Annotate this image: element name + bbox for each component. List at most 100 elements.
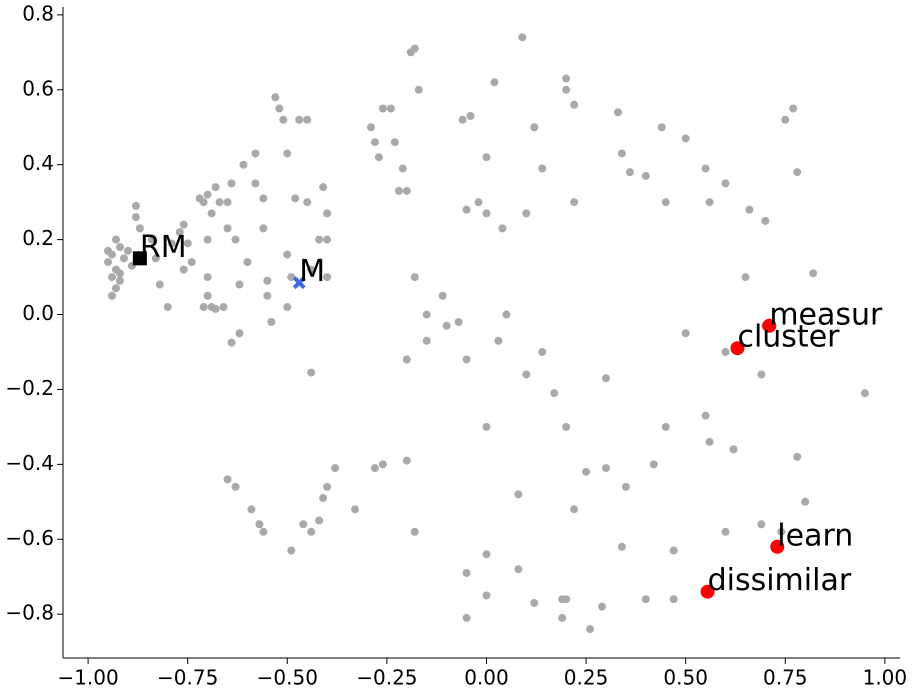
point [263, 276, 272, 285]
y-tick-label: −0.8 [5, 601, 54, 625]
point [402, 355, 411, 364]
y-tick-label: 0.8 [22, 1, 54, 25]
point [167, 239, 176, 248]
point [203, 235, 212, 244]
point [291, 194, 300, 203]
point [641, 171, 650, 180]
point [530, 598, 539, 607]
point [518, 33, 527, 42]
point [255, 520, 264, 529]
highlight-point [700, 584, 715, 599]
point [438, 291, 447, 300]
x-tick-label: −0.50 [257, 666, 318, 690]
point [175, 228, 184, 237]
x-point [292, 276, 306, 290]
point [705, 437, 714, 446]
highlight-point [730, 341, 745, 356]
point [617, 149, 626, 158]
point-label: RM [140, 230, 187, 265]
point [374, 153, 383, 162]
point [111, 284, 120, 293]
point [119, 254, 128, 263]
point [482, 209, 491, 218]
point [203, 291, 212, 300]
point [115, 269, 124, 278]
point [601, 374, 610, 383]
point [482, 153, 491, 162]
x-tick-label: 0.50 [663, 666, 708, 690]
point [295, 115, 304, 124]
point [550, 389, 559, 398]
point [211, 304, 220, 313]
point [410, 273, 419, 282]
point [757, 520, 766, 529]
point [319, 183, 328, 192]
y-tick-label: −0.4 [5, 451, 54, 475]
point [402, 186, 411, 195]
point [410, 44, 419, 53]
point [147, 235, 156, 244]
y-tick-label: 0.2 [22, 226, 54, 250]
point [781, 115, 790, 124]
point [494, 336, 503, 345]
point [307, 265, 316, 274]
y-tick-label: 0.6 [22, 76, 54, 100]
point [793, 452, 802, 461]
point [801, 497, 810, 506]
point [661, 422, 670, 431]
point [323, 482, 332, 491]
point [223, 198, 232, 207]
point [562, 422, 571, 431]
point [163, 303, 172, 312]
point [721, 347, 730, 356]
point [582, 467, 591, 476]
point [131, 201, 140, 210]
point [458, 115, 467, 124]
point [283, 250, 292, 259]
point [522, 209, 531, 218]
point [601, 464, 610, 473]
point [661, 198, 670, 207]
point [370, 138, 379, 147]
point [789, 104, 798, 113]
point [809, 269, 818, 278]
point [319, 494, 328, 503]
point [681, 329, 690, 338]
point [669, 595, 678, 604]
point [227, 338, 236, 347]
point [275, 104, 284, 113]
point [231, 482, 240, 491]
point [315, 235, 324, 244]
point [490, 78, 499, 87]
point [402, 456, 411, 465]
point [179, 265, 188, 274]
point [219, 303, 228, 312]
point [299, 520, 308, 529]
point [621, 482, 630, 491]
point [613, 108, 622, 117]
point [239, 160, 248, 169]
point [562, 85, 571, 94]
point [203, 273, 212, 282]
point [251, 149, 260, 158]
point [108, 273, 117, 282]
point [370, 464, 379, 473]
point [227, 179, 236, 188]
point [462, 568, 471, 577]
point [793, 168, 802, 177]
point [207, 209, 216, 218]
point [323, 209, 332, 218]
point [442, 321, 451, 330]
point [462, 205, 471, 214]
point [104, 258, 113, 267]
point [179, 220, 188, 229]
x-tick-label: 0.25 [564, 666, 609, 690]
highlight-point [770, 539, 785, 554]
point [701, 164, 710, 173]
x-tick-label: 1.00 [863, 666, 908, 690]
point [625, 168, 634, 177]
point [741, 273, 750, 282]
point [390, 138, 399, 147]
point [378, 460, 387, 469]
